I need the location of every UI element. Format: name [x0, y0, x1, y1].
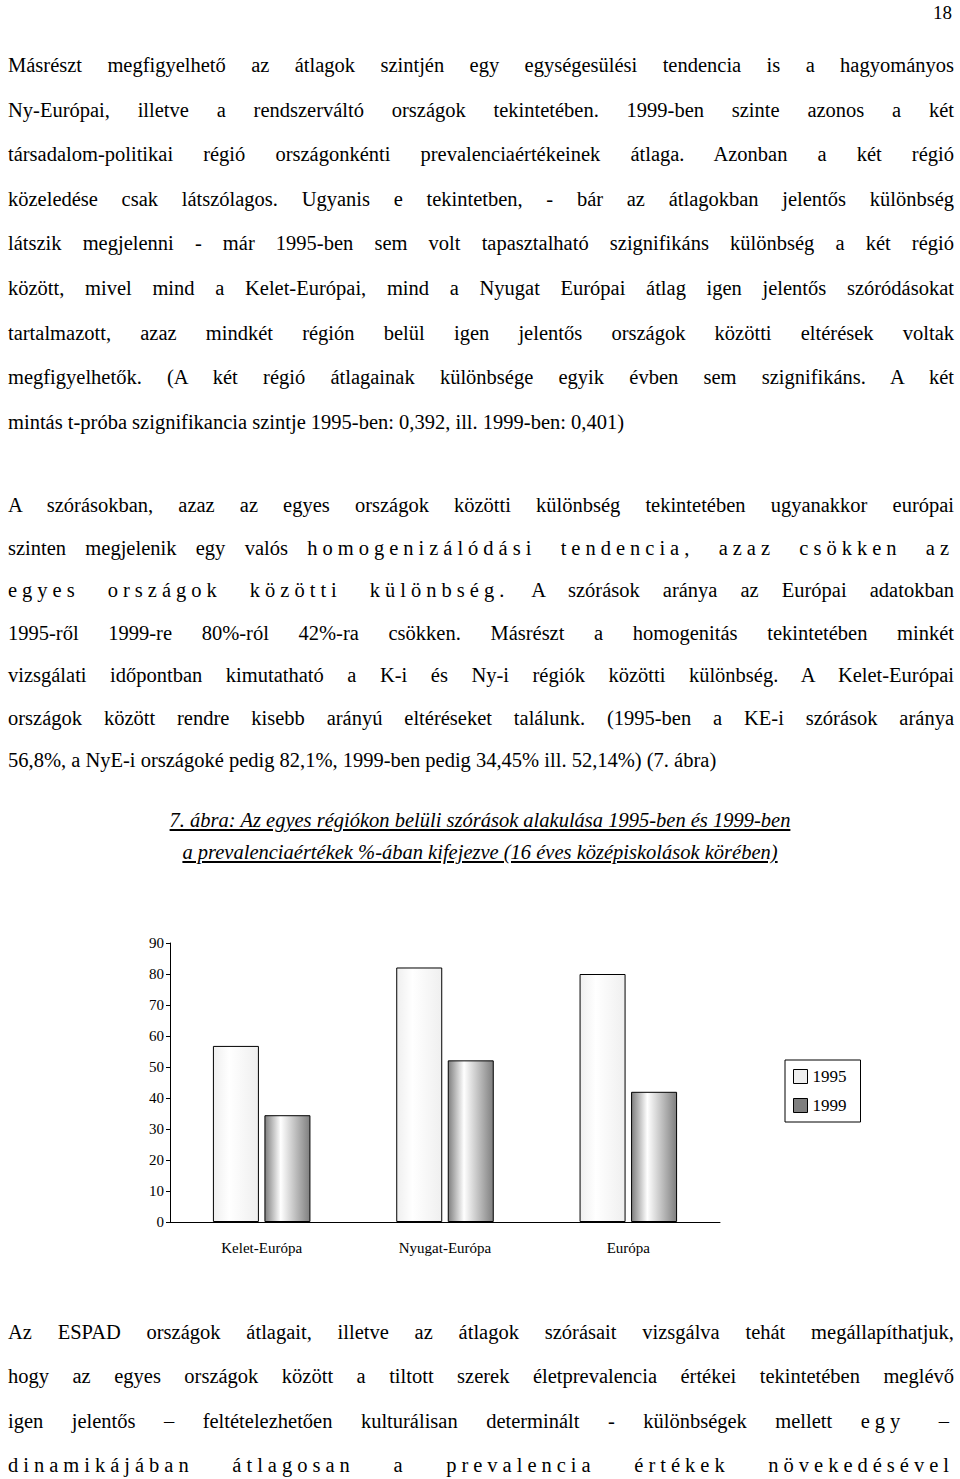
svg-text:20: 20	[149, 1152, 164, 1168]
svg-text:30: 30	[149, 1121, 164, 1137]
html-text:közeledése csak látszólagos. U: közeledése csak látszólagos. Ugyanis e t…	[8, 187, 954, 210]
html-text:mintás t-próba szignifikancia: mintás t-próba szignifikancia szintje 19…	[8, 410, 624, 433]
html-text:18: 18	[933, 2, 952, 23]
svg-text:Európa: Európa	[607, 1240, 651, 1256]
svg-text:50: 50	[149, 1059, 164, 1075]
html-text:tartalmazott, azaz mindkét rég: tartalmazott, azaz mindkét régión belül …	[8, 321, 954, 344]
html-text:társadalom-politikai régió ors: társadalom-politikai régió országonkénti…	[8, 143, 954, 166]
svg-text:1995: 1995	[813, 1067, 847, 1086]
svg-text:10: 10	[149, 1183, 164, 1199]
svg-text:0: 0	[157, 1214, 165, 1230]
svg-text:90: 90	[149, 935, 164, 951]
html-text:Ny-Európai, illetve a rendszer: Ny-Európai, illetve a rendszerváltó orsz…	[8, 98, 954, 121]
html-text:vizsgálati időpontban kimutath: vizsgálati időpontban kimutatható a K-i …	[8, 664, 954, 686]
html-text:Másrészt megfigyelhető az átla: Másrészt megfigyelhető az átlagok szintj…	[8, 54, 954, 76]
html-text:dinamikájában átlagosan a prev: dinamikájában átlagosan a prevalencia ér…	[8, 1453, 954, 1476]
html-text:között, mivel mind a Kelet-Eur: között, mivel mind a Kelet-Európai, mind…	[8, 277, 954, 299]
html-text:Az ESPAD országok átlagait, il: Az ESPAD országok átlagait, illetve az á…	[8, 1321, 954, 1343]
html-text:egyes országok közötti különbs: egyes országok közötti különbség. A szór…	[8, 579, 954, 601]
html-text:A szórásokban, azaz az egyes o: A szórásokban, azaz az egyes országok kö…	[8, 494, 954, 516]
html-text:56,8%, a NyE-i országoké pedig: 56,8%, a NyE-i országoké pedig 82,1%, 19…	[8, 749, 717, 771]
html-text:7. ábra: Az egyes régiókon bel: 7. ábra: Az egyes régiókon belüli szórás…	[169, 809, 791, 831]
html-text:hogy az egyes országok között: hogy az egyes országok között a tiltott …	[8, 1365, 954, 1388]
html-text:látszik megjelenni - már 1995-: látszik megjelenni - már 1995-ben sem vo…	[8, 232, 954, 255]
html-text:szinten megjelenik egy valós h: szinten megjelenik egy valós homogenizál…	[8, 536, 954, 559]
html-text:megfigyelhetők. (A két régió á: megfigyelhetők. (A két régió átlagainak …	[8, 366, 954, 389]
html-text:igen jelentős – feltételezhető: igen jelentős – feltételezhetően kulturá…	[8, 1409, 954, 1432]
html-text:a prevalenciaértékek %-ában ki: a prevalenciaértékek %-ában kifejezve (1…	[182, 841, 778, 863]
html-text:1995-ről 1999-re 80%-ról 42%-r: 1995-ről 1999-re 80%-ról 42%-ra csökken.…	[8, 621, 954, 644]
svg-text:80: 80	[149, 966, 164, 982]
svg-text:70: 70	[149, 997, 164, 1013]
svg-text:60: 60	[149, 1028, 164, 1044]
svg-text:40: 40	[149, 1090, 164, 1106]
svg-text:1999: 1999	[813, 1096, 847, 1115]
html-text:országok között rendre kisebb: országok között rendre kisebb arányú elt…	[8, 706, 954, 729]
svg-text:Kelet-Európa: Kelet-Európa	[221, 1240, 302, 1256]
svg-text:Nyugat-Európa: Nyugat-Európa	[399, 1240, 492, 1256]
